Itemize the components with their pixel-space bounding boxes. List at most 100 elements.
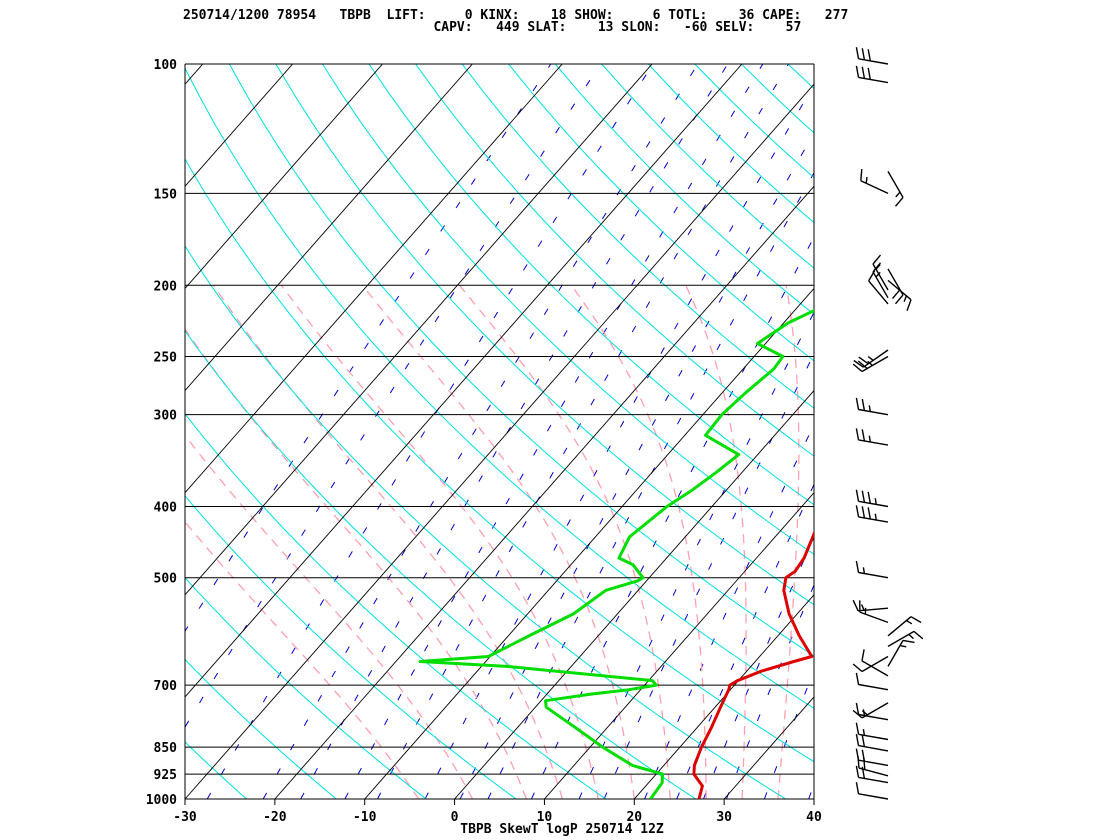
temperature-tick-label: 30: [716, 810, 732, 825]
wind-barb: [855, 560, 889, 579]
wind-barb: [855, 65, 889, 84]
wind-barb: [855, 489, 889, 508]
dry-adiabat-line: [461, 64, 814, 409]
mixing-ratio-line: [703, 536, 814, 799]
temperature-tick-label: -20: [263, 810, 287, 825]
wind-barb: [855, 505, 889, 523]
mixing-ratio-lines: [185, 64, 1120, 799]
dry-adiabat-line: [185, 576, 427, 799]
isotherm-line: [904, 64, 1120, 799]
moist-adiabat-line: [185, 328, 528, 799]
wind-barb: [855, 397, 889, 416]
wind-barb: [852, 355, 889, 373]
mixing-ratio-line: [300, 64, 729, 799]
mixing-ratio-line: [725, 583, 814, 799]
temperature-tick-label: -30: [173, 810, 197, 825]
wind-barb: [852, 599, 889, 612]
dewpoint-profile: [418, 308, 814, 799]
pressure-tick-label: 300: [154, 409, 178, 424]
dry-adiabat-line: [787, 64, 814, 90]
wind-barb: [853, 349, 889, 368]
temperature-tick-label: 40: [806, 810, 822, 825]
pressure-tick-label: 1000: [146, 793, 177, 808]
isotherm-line: [185, 64, 743, 698]
mixing-ratio-line: [854, 64, 1120, 799]
wind-barb: [855, 765, 889, 784]
isotherm-line: [185, 64, 653, 596]
isotherm-line: [185, 83, 814, 799]
moist-adiabat-line: [777, 285, 800, 799]
sounding-profiles: [418, 308, 814, 799]
moist-adiabat-line: [458, 284, 671, 799]
dry-adiabat-line: [185, 494, 517, 799]
wind-barb: [868, 270, 889, 305]
wind-barb: [855, 47, 889, 65]
mixing-ratio-line: [185, 64, 552, 633]
pressure-tick-label: 925: [154, 768, 177, 783]
wind-barb: [855, 733, 889, 752]
temperature-profile: [692, 529, 814, 799]
isotherm-line: [633, 594, 814, 799]
dry-adiabat-line: [415, 64, 814, 457]
wind-barb: [855, 702, 889, 721]
isotherm-line: [185, 64, 473, 392]
mixing-ratio-line: [487, 171, 814, 799]
temperature-tick-label: 0: [451, 810, 459, 825]
moist-adiabat-line: [212, 284, 564, 799]
dry-adiabat-line: [0, 64, 67, 799]
moist-adiabat-line: [570, 284, 707, 799]
pressure-tick-label: 150: [154, 187, 178, 202]
wind-barb: [855, 428, 889, 446]
mixing-ratio-line: [185, 64, 601, 729]
wind-barb: [887, 616, 922, 637]
pressure-tick-labels: 100 150 200 250 300 400 500 700 850 925 1000: [146, 58, 177, 808]
mixing-ratio-line: [530, 236, 814, 799]
wind-barb: [887, 171, 904, 207]
pressure-tick-label: 500: [154, 572, 178, 587]
mixing-ratio-line: [808, 782, 814, 799]
isotherm-line: [0, 64, 23, 799]
pressure-tick-label: 100: [154, 58, 178, 73]
wind-barb: [872, 262, 889, 299]
pressure-tick-label: 850: [154, 741, 178, 756]
isotherm-line: [185, 64, 383, 290]
isotherm-line: [454, 389, 814, 799]
temperature-tick-label: -10: [353, 810, 377, 825]
temperature-tick-label: 10: [537, 810, 553, 825]
moist-adiabat-lines: [185, 284, 800, 799]
mixing-ratio-line: [644, 423, 814, 799]
dry-adiabat-line: [0, 64, 157, 799]
isotherm-line: [813, 798, 814, 799]
moist-adiabat-line: [185, 520, 420, 799]
temperature-tick-label: 20: [626, 810, 642, 825]
dry-adiabat-line: [185, 412, 607, 799]
wind-barb: [857, 756, 889, 777]
wind-barb: [861, 649, 889, 677]
pressure-tick-label: 700: [154, 679, 178, 694]
isotherm-line: [274, 185, 814, 799]
pressure-tick-label: 400: [154, 501, 178, 516]
isotherm-line: [364, 287, 814, 799]
isotherm-line: [0, 64, 113, 799]
wind-barb: [860, 169, 889, 195]
pressure-tick-label: 200: [154, 279, 178, 294]
dry-adiabat-line: [185, 158, 814, 763]
temperature-tick-labels: -30 -20 -10 0 10 20 30 40: [173, 810, 822, 825]
plot-frame: [184, 64, 815, 805]
mixing-ratio-line: [206, 64, 654, 799]
moist-adiabat-line: [185, 434, 474, 799]
isotherm-line: [185, 64, 293, 188]
wind-barb: [852, 655, 889, 673]
wind-barb: [855, 672, 889, 691]
isotherm-line: [544, 491, 814, 799]
wind-barb: [887, 630, 924, 648]
chart-title: TBPB SkewT logP 250714 12Z: [460, 822, 664, 837]
wind-barb: [887, 279, 912, 311]
header-line-2: CAPV: 449 SLAT: 13 SLON: -60 SELV: 57: [183, 20, 802, 35]
dry-adiabat-line: [185, 67, 814, 709]
dry-adiabat-line: [185, 741, 247, 799]
wind-barb: [855, 722, 889, 741]
wind-barb: [887, 639, 915, 667]
wind-barb: [855, 748, 889, 767]
